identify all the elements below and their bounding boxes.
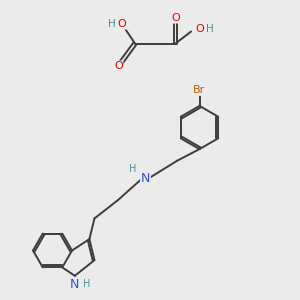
Text: H: H xyxy=(82,279,90,289)
Text: O: O xyxy=(171,13,180,23)
Text: O: O xyxy=(118,19,127,29)
Text: Br: Br xyxy=(194,85,206,95)
Text: N: N xyxy=(70,278,79,291)
Text: H: H xyxy=(206,23,214,34)
Text: O: O xyxy=(114,61,123,71)
Text: N: N xyxy=(141,172,150,185)
Text: H: H xyxy=(129,164,137,174)
Text: H: H xyxy=(108,19,116,29)
Text: O: O xyxy=(196,23,205,34)
